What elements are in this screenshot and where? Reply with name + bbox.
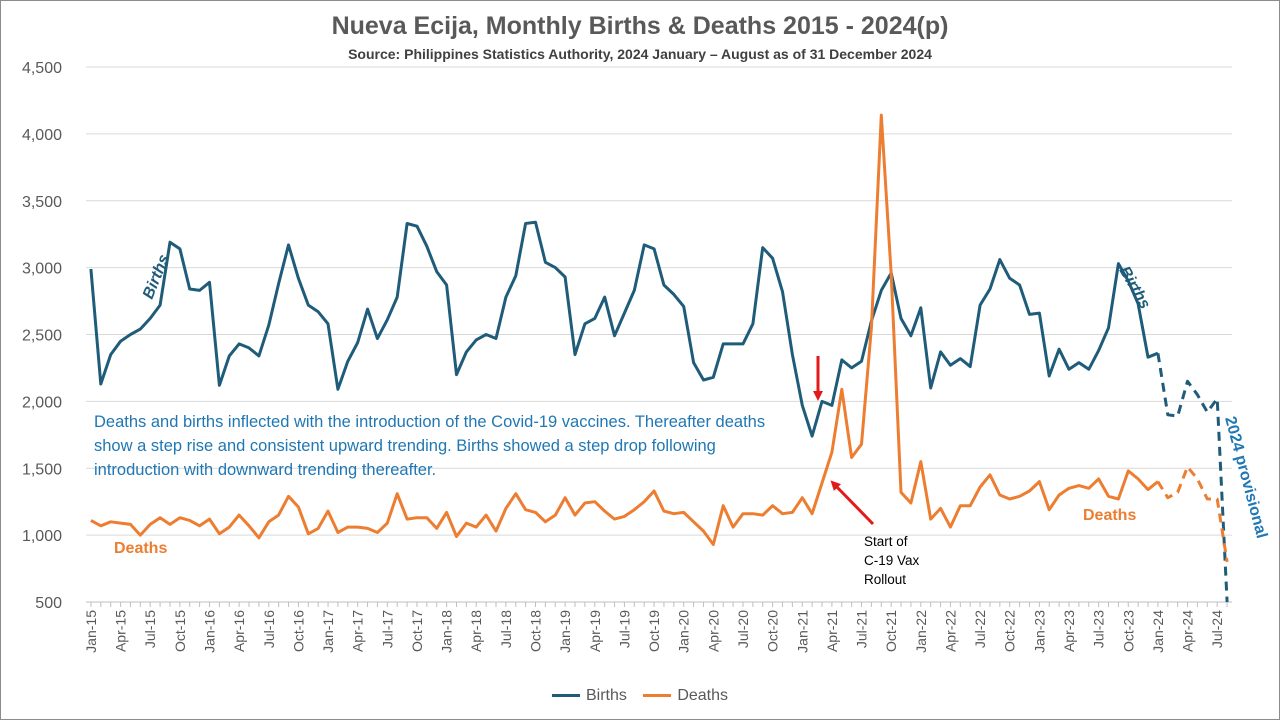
x-tick-label: Jan-15 [83, 610, 99, 653]
legend-item-deaths: Deaths [643, 687, 728, 705]
x-tick-label: Jul-19 [616, 610, 632, 648]
y-tick-label: 2,500 [22, 328, 62, 345]
births-line-provisional [1156, 352, 1229, 603]
chart-title: Nueva Ecija, Monthly Births & Deaths 201… [331, 12, 949, 40]
deaths-line-provisional [1156, 465, 1229, 563]
x-tick-label: Apr-18 [468, 610, 484, 652]
rollout-label-line: Start of [864, 534, 908, 549]
chart-subtitle: Source: Philippines Statistics Authority… [348, 46, 932, 62]
x-tick-label: Jul-16 [261, 610, 277, 648]
x-tick-label: Apr-19 [587, 610, 603, 652]
x-tick-label: Apr-16 [231, 610, 247, 652]
y-axis: 500 1,000 1,500 2,000 2,500 3,000 3,500 4,000 4,… [22, 60, 62, 612]
gridlines [86, 66, 1232, 603]
x-tick-label: Oct-20 [765, 610, 781, 652]
x-tick-label: Jul-15 [142, 610, 158, 648]
births-label-right: Births [1116, 264, 1154, 313]
x-tick-label: Oct-23 [1120, 610, 1136, 652]
annotation-note: Deaths and births inflected with the int… [94, 413, 766, 479]
provisional-label: 2024 provisional [1221, 415, 1270, 541]
x-axis: Jan-15 Apr-15 Jul-15 Oct-15 Jan-16 Apr-16 Jul-… [83, 601, 1232, 653]
x-tick-label: Jan-23 [1031, 610, 1047, 653]
y-tick-label: 3,500 [22, 194, 62, 211]
x-tick-label: Jul-22 [972, 610, 988, 648]
x-tick-label: Apr-15 [113, 610, 129, 652]
x-tick-label: Apr-22 [942, 610, 958, 652]
legend: Births Deaths [0, 684, 1280, 705]
series-lines [89, 113, 1229, 603]
y-tick-label: 500 [35, 595, 62, 612]
y-tick-label: 3,000 [22, 261, 62, 278]
legend-label-births: Births [585, 686, 627, 704]
x-tick-label: Oct-18 [528, 610, 544, 652]
x-tick-label: Oct-21 [883, 610, 899, 652]
x-tick-label: Apr-23 [1061, 610, 1077, 652]
x-tick-label: Jan-19 [557, 610, 573, 653]
legend-item-births: Births [551, 686, 627, 705]
x-tick-label: Apr-20 [705, 610, 721, 652]
x-tick-label: Jul-23 [1091, 610, 1107, 648]
x-tick-label: Jan-18 [439, 610, 455, 653]
y-tick-label: 4,000 [22, 127, 62, 144]
x-tick-label: Jul-17 [379, 610, 395, 648]
x-tick-label: Jul-18 [498, 610, 514, 648]
x-tick-label: Jan-24 [1150, 610, 1166, 653]
vax-arrow-diagonal [830, 480, 875, 526]
rollout-label: Start of C-19 Vax Rollout [864, 534, 923, 587]
rollout-label-line: Rollout [864, 572, 906, 587]
births-line [89, 220, 1159, 438]
x-tick-label: Oct-19 [646, 610, 662, 652]
x-tick-label: Jul-24 [1209, 610, 1225, 648]
x-tick-label: Jan-17 [320, 610, 336, 653]
legend-swatch-deaths [643, 694, 672, 697]
x-tick-label: Jul-21 [854, 610, 870, 648]
x-tick-label: Jul-20 [735, 610, 751, 648]
x-tick-label: Apr-17 [350, 610, 366, 652]
rollout-label-line: C-19 Vax [864, 553, 920, 568]
x-tick-label: Jan-16 [201, 610, 217, 653]
legend-label-deaths: Deaths [677, 686, 729, 704]
y-tick-label: 1,500 [22, 461, 62, 478]
x-tick-label: Oct-15 [172, 610, 188, 652]
deaths-label-right: Deaths [1083, 507, 1136, 524]
y-tick-label: 2,000 [22, 394, 62, 411]
y-tick-label: 1,000 [22, 528, 62, 545]
x-tick-label: Jan-21 [794, 610, 810, 653]
x-tick-label: Oct-17 [409, 610, 425, 652]
x-tick-label: Oct-16 [290, 610, 306, 652]
births-label-left: Births [140, 252, 173, 301]
legend-swatch-births [551, 694, 580, 697]
deaths-line [90, 113, 1159, 546]
x-tick-label: Jan-20 [676, 610, 692, 653]
y-tick-label: 4,500 [22, 60, 62, 77]
x-tick-label: Jan-22 [913, 610, 929, 653]
deaths-label-left: Deaths [114, 540, 167, 557]
x-tick-label: Apr-21 [824, 610, 840, 652]
x-tick-label: Apr-24 [1180, 610, 1196, 652]
x-tick-label: Oct-22 [1002, 610, 1018, 652]
